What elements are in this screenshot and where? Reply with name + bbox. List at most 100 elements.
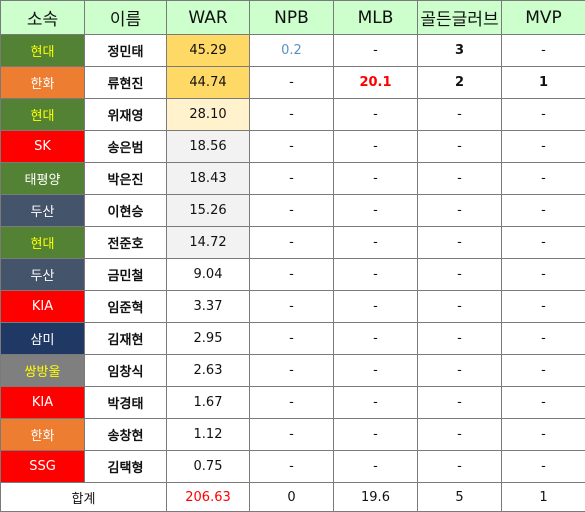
name-cell: 임창식: [85, 355, 167, 387]
npb-cell: -: [250, 195, 334, 227]
name-cell: 금민철: [85, 259, 167, 291]
name-cell: 임준혁: [85, 291, 167, 323]
mlb-cell: 20.1: [334, 67, 418, 99]
mvp-cell: -: [502, 387, 585, 419]
team-cell: SK: [1, 131, 85, 163]
mlb-cell: -: [334, 35, 418, 67]
golden-glove-cell: -: [418, 195, 502, 227]
header-cell-team: 소속: [1, 1, 85, 35]
npb-cell: -: [250, 451, 334, 483]
name-cell: 류현진: [85, 67, 167, 99]
name-cell: 위재영: [85, 99, 167, 131]
mvp-cell: -: [502, 451, 585, 483]
mlb-cell: -: [334, 195, 418, 227]
war-cell: 9.04: [167, 259, 250, 291]
name-cell: 박은진: [85, 163, 167, 195]
team-cell: 두산: [1, 195, 85, 227]
mvp-cell: -: [502, 259, 585, 291]
golden-glove-cell: -: [418, 419, 502, 451]
mvp-cell: -: [502, 163, 585, 195]
war-cell: 14.72: [167, 227, 250, 259]
npb-cell: -: [250, 67, 334, 99]
mlb-cell: -: [334, 99, 418, 131]
golden-glove-cell: -: [418, 131, 502, 163]
name-cell: 김재현: [85, 323, 167, 355]
team-cell: 한화: [1, 67, 85, 99]
mlb-cell: -: [334, 387, 418, 419]
war-cell: 15.26: [167, 195, 250, 227]
golden-glove-cell: -: [418, 387, 502, 419]
golden-glove-cell: -: [418, 355, 502, 387]
name-cell: 송창현: [85, 419, 167, 451]
npb-cell: -: [250, 355, 334, 387]
team-cell: 삼미: [1, 323, 85, 355]
npb-cell: -: [250, 163, 334, 195]
npb-cell: -: [250, 227, 334, 259]
name-cell: 송은범: [85, 131, 167, 163]
war-cell: 0.75: [167, 451, 250, 483]
war-cell: 1.12: [167, 419, 250, 451]
name-cell: 정민태: [85, 35, 167, 67]
war-cell: 2.95: [167, 323, 250, 355]
npb-cell: -: [250, 259, 334, 291]
header-cell-war: WAR: [167, 1, 250, 35]
npb-cell: -: [250, 419, 334, 451]
team-cell: 쌍방울: [1, 355, 85, 387]
header-cell-npb: NPB: [250, 1, 334, 35]
npb-cell: -: [250, 387, 334, 419]
golden-glove-cell: -: [418, 323, 502, 355]
team-cell: 두산: [1, 259, 85, 291]
golden-glove-cell: -: [418, 227, 502, 259]
mvp-cell: -: [502, 323, 585, 355]
npb-cell: -: [250, 131, 334, 163]
team-cell: 한화: [1, 419, 85, 451]
header-cell-mvp: MVP: [502, 1, 585, 35]
name-cell: 박경태: [85, 387, 167, 419]
golden-glove-cell: -: [418, 163, 502, 195]
golden-glove-cell: -: [418, 99, 502, 131]
war-cell: 28.10: [167, 99, 250, 131]
total-npb: 0: [250, 483, 334, 512]
war-cell: 45.29: [167, 35, 250, 67]
total-mvp: 1: [502, 483, 585, 512]
team-cell: 태평양: [1, 163, 85, 195]
total-war: 206.63: [167, 483, 250, 512]
header-cell-name: 이름: [85, 1, 167, 35]
header-cell-mlb: MLB: [334, 1, 418, 35]
mlb-cell: -: [334, 259, 418, 291]
war-cell: 1.67: [167, 387, 250, 419]
mvp-cell: -: [502, 419, 585, 451]
mlb-cell: -: [334, 451, 418, 483]
header-row: 소속 이름 WAR NPB MLB 골든글러브 MVP: [1, 1, 585, 35]
team-cell: SSG: [1, 451, 85, 483]
war-cell: 18.56: [167, 131, 250, 163]
golden-glove-cell: 3: [418, 35, 502, 67]
name-cell: 이현승: [85, 195, 167, 227]
mlb-cell: -: [334, 131, 418, 163]
mlb-cell: -: [334, 291, 418, 323]
mvp-cell: -: [502, 291, 585, 323]
mvp-cell: -: [502, 35, 585, 67]
npb-cell: -: [250, 291, 334, 323]
npb-cell: -: [250, 323, 334, 355]
war-cell: 3.37: [167, 291, 250, 323]
mvp-cell: -: [502, 131, 585, 163]
team-cell: 현대: [1, 227, 85, 259]
mvp-cell: -: [502, 227, 585, 259]
name-cell: 전준호: [85, 227, 167, 259]
mlb-cell: -: [334, 323, 418, 355]
mvp-cell: -: [502, 195, 585, 227]
